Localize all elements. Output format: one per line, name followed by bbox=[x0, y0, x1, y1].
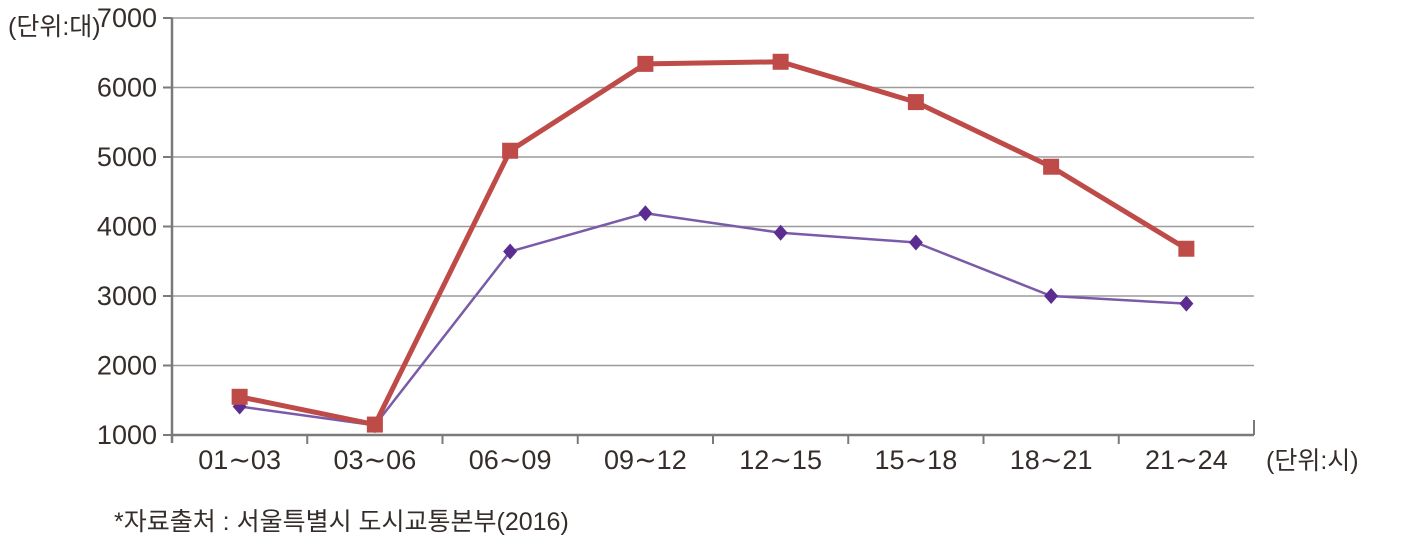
y-tick-label: 4000 bbox=[97, 212, 157, 242]
x-tick-label: 01∼03 bbox=[198, 445, 281, 475]
red-square-series-line bbox=[237, 59, 1189, 428]
x-tick-label: 09∼12 bbox=[604, 445, 687, 475]
x-tick-label: 15∼18 bbox=[875, 445, 958, 475]
purple-diamond-series bbox=[232, 205, 1194, 434]
square-marker bbox=[907, 94, 924, 111]
y-tick-label: 5000 bbox=[97, 142, 157, 172]
red-square-series bbox=[231, 53, 1195, 433]
y-tick-label: 1000 bbox=[97, 420, 157, 450]
x-tick-label: 12∼15 bbox=[739, 445, 822, 475]
square-marker bbox=[772, 53, 789, 70]
square-marker bbox=[502, 142, 519, 159]
y-axis-unit-label: (단위:대) bbox=[8, 13, 101, 41]
square-marker bbox=[231, 388, 248, 405]
purple-diamond-series-line bbox=[238, 212, 1188, 427]
x-axis-unit-label: (단위:시) bbox=[1266, 447, 1359, 475]
x-tick-label: 06∼09 bbox=[469, 445, 552, 475]
y-tick-label: 7000 bbox=[97, 3, 157, 33]
diamond-marker bbox=[908, 234, 923, 251]
y-tick-label: 3000 bbox=[97, 281, 157, 311]
y-tick-label: 6000 bbox=[97, 73, 157, 103]
square-marker bbox=[1043, 158, 1060, 175]
source-note: *자료출처 : 서울특별시 도시교통본부(2016) bbox=[114, 508, 569, 536]
diamond-marker bbox=[773, 224, 788, 241]
square-marker bbox=[1178, 240, 1195, 257]
square-marker bbox=[366, 416, 383, 433]
diamond-marker bbox=[1179, 295, 1194, 312]
x-tick-label: 03∼06 bbox=[334, 445, 417, 475]
x-tick-label: 18∼21 bbox=[1010, 445, 1093, 475]
square-marker bbox=[637, 55, 654, 72]
diamond-marker bbox=[638, 205, 653, 222]
diamond-marker bbox=[1044, 288, 1059, 304]
diamond-marker bbox=[503, 243, 518, 260]
x-tick-label: 21∼24 bbox=[1145, 445, 1228, 475]
y-tick-label: 2000 bbox=[97, 351, 157, 381]
